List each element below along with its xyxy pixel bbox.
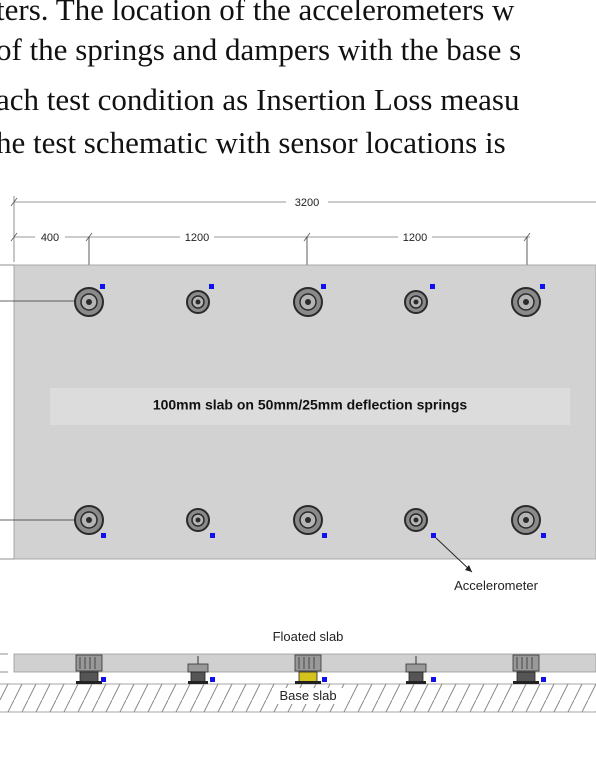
accelerometer-marker-top-1 [100, 284, 105, 289]
dimension-total-label: 3200 [295, 197, 319, 209]
accelerometer-marker-top-4 [430, 284, 435, 289]
spring-mount-bottom-4 [404, 508, 428, 532]
accelerometer-marker-top-2 [209, 284, 214, 289]
accelerometer-marker-bottom-1 [101, 533, 106, 538]
accelerometer-marker-top-5 [540, 284, 545, 289]
spring-mount-bottom-5 [511, 505, 541, 535]
spring-section-4 [405, 656, 427, 684]
accelerometer-section-2 [210, 677, 215, 682]
dimension-spacing-label-1: 1200 [185, 232, 209, 244]
spring-mount-top-3 [293, 287, 323, 317]
spring-section-3 [294, 654, 322, 684]
slab-caption-band [50, 388, 570, 425]
spring-section-2 [187, 656, 209, 684]
floated-slab-label: Floated slab [273, 629, 344, 644]
spring-mount-top-5 [511, 287, 541, 317]
spring-mount-bottom-1 [74, 505, 104, 535]
accelerometer-marker-bottom-3 [322, 533, 327, 538]
accelerometer-section-3 [322, 677, 327, 682]
accelerometer-marker-bottom-4 [431, 533, 436, 538]
paragraph-line-4: he test schematic with sensor locations … [0, 125, 506, 160]
spring-mount-top-2 [186, 290, 210, 314]
paragraph-line-1: ters. The location of the accelerometers… [0, 0, 515, 27]
paragraph-line-2: of the springs and dampers with the base… [0, 32, 522, 67]
slab-caption: 100mm slab on 50mm/25mm deflection sprin… [153, 397, 468, 413]
spring-section-1 [75, 654, 103, 684]
accelerometer-marker-bottom-2 [210, 533, 215, 538]
spring-mount-bottom-3 [293, 505, 323, 535]
accelerometer-section-1 [101, 677, 106, 682]
accelerometer-section-4 [431, 677, 436, 682]
paragraph-line-3: ach test condition as Insertion Loss mea… [0, 82, 520, 117]
base-slab-label: Base slab [279, 688, 336, 703]
accelerometer-section-5 [541, 677, 546, 682]
accelerometer-marker-top-3 [321, 284, 326, 289]
accelerometer-label: Accelerometer [454, 578, 538, 593]
accelerometer-callout [435, 537, 473, 573]
accelerometer-marker-bottom-5 [541, 533, 546, 538]
dimension-spacing-label-2: 1200 [403, 232, 427, 244]
spring-mount-top-1 [74, 287, 104, 317]
dimension-edge-label: 400 [41, 232, 59, 244]
spring-mount-bottom-2 [186, 508, 210, 532]
spring-section-5 [512, 654, 540, 684]
spring-mount-top-4 [404, 290, 428, 314]
